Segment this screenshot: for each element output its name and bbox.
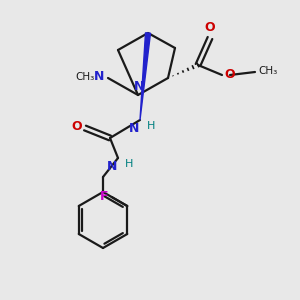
Text: O: O bbox=[71, 121, 82, 134]
Text: N: N bbox=[106, 160, 117, 173]
Text: O: O bbox=[224, 68, 235, 80]
Text: H: H bbox=[125, 159, 134, 169]
Polygon shape bbox=[140, 33, 151, 120]
Text: CH₃: CH₃ bbox=[258, 66, 277, 76]
Text: CH₃: CH₃ bbox=[76, 72, 95, 82]
Text: H: H bbox=[147, 121, 155, 131]
Text: F: F bbox=[100, 190, 109, 203]
Text: O: O bbox=[205, 21, 215, 34]
Text: N: N bbox=[129, 122, 139, 135]
Text: N: N bbox=[94, 70, 104, 83]
Text: N: N bbox=[134, 80, 144, 93]
